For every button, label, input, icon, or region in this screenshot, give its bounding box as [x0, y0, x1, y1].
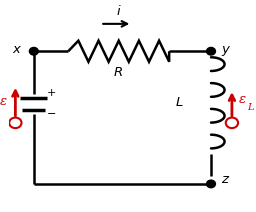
Text: y: y — [221, 43, 229, 56]
Circle shape — [29, 47, 38, 55]
Text: i: i — [117, 5, 121, 18]
Text: −: − — [46, 109, 56, 119]
Text: x: x — [12, 43, 20, 56]
Circle shape — [207, 47, 216, 55]
Text: z: z — [221, 173, 228, 186]
Text: L: L — [247, 103, 253, 112]
Text: R: R — [114, 66, 123, 79]
Text: ε: ε — [0, 95, 7, 108]
Circle shape — [207, 180, 216, 188]
Text: +: + — [46, 88, 56, 98]
Text: ε: ε — [239, 93, 247, 106]
Text: L: L — [175, 96, 183, 109]
